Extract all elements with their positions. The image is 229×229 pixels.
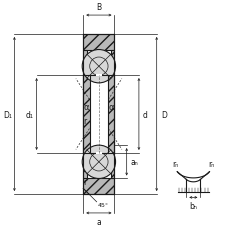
Bar <box>100 76 108 153</box>
Text: α: α <box>84 102 89 111</box>
Text: B: B <box>96 3 101 12</box>
Text: d₁: d₁ <box>26 110 34 119</box>
Text: rₙ: rₙ <box>171 160 177 169</box>
Text: aₙ: aₙ <box>129 158 137 166</box>
Circle shape <box>82 145 115 179</box>
Text: α: α <box>108 102 113 111</box>
Bar <box>97 76 100 153</box>
Polygon shape <box>83 35 114 50</box>
Polygon shape <box>110 50 114 179</box>
Text: D: D <box>161 110 166 119</box>
Text: rₙ: rₙ <box>208 160 214 169</box>
Text: a: a <box>96 217 101 226</box>
Polygon shape <box>100 76 114 153</box>
Text: D₁: D₁ <box>3 110 12 119</box>
Circle shape <box>82 145 115 179</box>
Bar <box>89 76 97 153</box>
Circle shape <box>82 50 115 84</box>
Polygon shape <box>83 179 114 194</box>
Text: bₙ: bₙ <box>189 201 196 210</box>
Text: r: r <box>82 177 86 186</box>
Text: r: r <box>83 117 86 126</box>
Text: d: d <box>142 110 147 119</box>
Text: 45°: 45° <box>97 203 108 207</box>
Polygon shape <box>83 76 97 153</box>
Polygon shape <box>83 50 87 179</box>
Circle shape <box>82 50 115 84</box>
